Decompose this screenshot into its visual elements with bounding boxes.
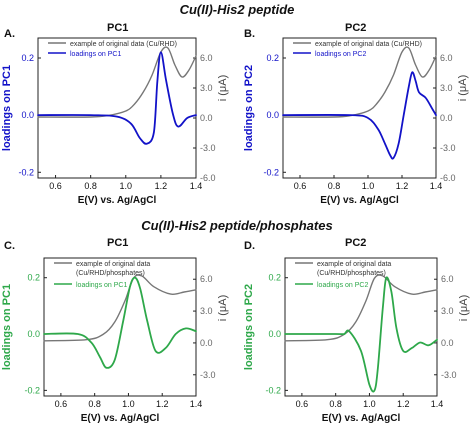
y-right-tick-label: 6.0 <box>440 53 453 63</box>
y-right-axis-label: i (μA) <box>458 295 470 322</box>
x-tick-label: 1.0 <box>362 181 375 191</box>
y-right-axis-label: i (μA) <box>457 75 469 102</box>
x-axis-label: E(V) vs. Ag/AgCl <box>78 195 157 206</box>
y-left-tick-label: -0.2 <box>24 385 40 395</box>
x-axis-label: E(V) vs. Ag/AgCl <box>320 195 399 206</box>
series-line-loadings <box>43 276 197 369</box>
y-left-axis-label: loadings on PC2 <box>243 284 255 370</box>
legend-label-original-data: example of original data (Cu/RHD) <box>70 41 177 48</box>
y-right-tick-label: 3.0 <box>440 83 453 93</box>
legend-label-loadings: loadings on PC2 <box>317 282 368 289</box>
y-right-tick-label: 0.0 <box>200 113 213 123</box>
x-tick-label: 1.0 <box>363 399 376 409</box>
y-left-tick-label: -0.2 <box>18 167 34 177</box>
y-right-axis-label: i (μA) <box>217 75 229 102</box>
panel-a-title: PC1 <box>107 22 129 34</box>
y-left-tick-label: 0.0 <box>266 110 279 120</box>
panel-c-title: PC1 <box>107 237 129 249</box>
x-tick-label: 0.8 <box>84 181 97 191</box>
y-right-tick-label: -3.0 <box>441 370 457 380</box>
series-line-loadings <box>37 51 197 145</box>
y-left-tick-label: -0.2 <box>263 167 279 177</box>
x-tick-label: 0.8 <box>329 399 342 409</box>
panel-b-title: PC2 <box>345 22 367 34</box>
plot-frame <box>43 257 197 397</box>
y-right-tick-label: 6.0 <box>441 274 454 284</box>
x-tick-label: 1.2 <box>156 399 169 409</box>
y-right-tick-label: -3.0 <box>200 370 216 380</box>
legend-label-original-data: example of original data (Cu/RHD/phosphat… <box>76 261 150 277</box>
y-left-tick-label: 0.0 <box>27 329 40 339</box>
x-tick-label: 1.2 <box>397 399 410 409</box>
x-tick-label: 0.6 <box>55 399 68 409</box>
legend-label-loadings: loadings on PC2 <box>315 51 366 58</box>
y-right-tick-label: 6.0 <box>200 274 213 284</box>
y-right-tick-label: -3.0 <box>200 143 216 153</box>
y-right-tick-label: -6.0 <box>200 173 216 183</box>
x-tick-label: 0.6 <box>296 399 309 409</box>
plot-frame <box>37 37 197 179</box>
y-right-tick-label: 3.0 <box>200 83 213 93</box>
y-left-tick-label: -0.2 <box>265 385 281 395</box>
top-heading: Cu(II)-His2 peptide <box>179 2 295 17</box>
y-left-tick-label: 0.0 <box>21 110 34 120</box>
x-tick-label: 0.8 <box>328 181 341 191</box>
bottom-heading: Cu(II)-His2 peptide/phosphates <box>141 218 333 233</box>
y-left-tick-label: 0.2 <box>266 53 279 63</box>
y-left-tick-label: 0.2 <box>27 273 40 283</box>
x-tick-label: 0.6 <box>294 181 307 191</box>
legend-label-loadings: loadings on PC1 <box>70 51 121 58</box>
y-left-axis-label: loadings on PC1 <box>1 65 13 151</box>
x-tick-label: 1.4 <box>430 181 443 191</box>
plot-frame <box>282 37 437 179</box>
x-tick-label: 1.2 <box>155 181 168 191</box>
y-left-axis-label: loadings on PC1 <box>1 284 13 370</box>
panel-d-title: PC2 <box>345 237 367 249</box>
series-line-loadings <box>284 276 438 393</box>
y-right-tick-label: 3.0 <box>441 306 454 316</box>
legend-label-original-data: example of original data (Cu/RHD/phosphat… <box>317 261 391 277</box>
panel-b-letter: B. <box>244 28 255 40</box>
legend-label-loadings: loadings on PC1 <box>76 282 127 289</box>
y-right-tick-label: 6.0 <box>200 53 213 63</box>
x-tick-label: 0.8 <box>88 399 101 409</box>
y-right-tick-label: 0.0 <box>441 338 454 348</box>
legend-label-original-data: example of original data (Cu/RHD) <box>315 41 422 48</box>
series-line-original-data <box>284 274 438 342</box>
y-right-tick-label: -6.0 <box>440 173 456 183</box>
x-tick-label: 0.6 <box>49 181 62 191</box>
series-line-loadings <box>282 71 437 160</box>
y-left-tick-label: 0.2 <box>21 53 34 63</box>
x-tick-label: 1.4 <box>431 399 444 409</box>
y-left-tick-label: 0.0 <box>268 329 281 339</box>
x-tick-label: 1.4 <box>190 181 203 191</box>
x-axis-label: E(V) vs. Ag/AgCl <box>81 413 160 424</box>
y-right-tick-label: 3.0 <box>200 306 213 316</box>
x-tick-label: 1.0 <box>120 181 133 191</box>
y-left-axis-label: loadings on PC2 <box>243 65 255 151</box>
y-right-tick-label: 0.0 <box>200 338 213 348</box>
x-tick-label: 1.4 <box>190 399 203 409</box>
panel-d-letter: D. <box>244 240 255 252</box>
y-right-tick-label: -3.0 <box>440 143 456 153</box>
panel-a-letter: A. <box>4 28 15 40</box>
x-axis-label: E(V) vs. Ag/AgCl <box>322 413 401 424</box>
y-right-tick-label: 0.0 <box>440 113 453 123</box>
y-right-axis-label: i (μA) <box>217 295 229 322</box>
x-tick-label: 1.0 <box>122 399 135 409</box>
x-tick-label: 1.2 <box>396 181 409 191</box>
y-left-tick-label: 0.2 <box>268 273 281 283</box>
plot-frame <box>284 257 438 397</box>
panel-c-letter: C. <box>4 240 15 252</box>
